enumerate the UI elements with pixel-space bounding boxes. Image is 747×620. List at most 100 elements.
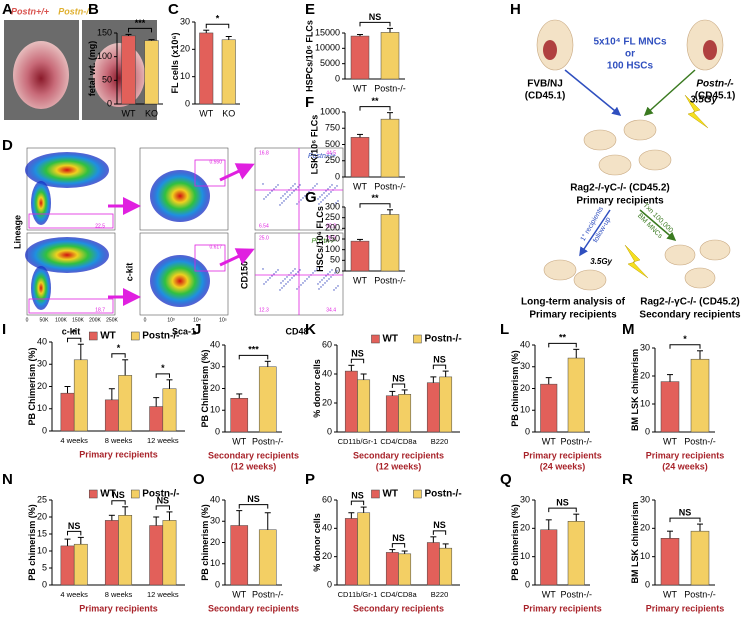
significance: * (72, 328, 76, 338)
x-tick-label: Postn-/- (374, 181, 406, 191)
event (275, 271, 277, 273)
genotype: Postn-/- (58, 6, 92, 16)
event (316, 268, 318, 270)
significance: NS (351, 490, 364, 500)
y-tick-label: 20 (640, 523, 650, 533)
event (317, 283, 319, 285)
x-tick-label: WT (232, 589, 246, 599)
y-tick-label: 0 (42, 579, 47, 589)
event (314, 185, 316, 187)
axis-label: c-kit (62, 326, 81, 336)
legend-swatch (371, 334, 380, 344)
recipient: Rag2-/-γC-/- (CD45.2) (570, 183, 669, 194)
significance: NS (112, 490, 125, 500)
y-tick-label: 15 (37, 528, 47, 538)
embryo (13, 41, 69, 109)
significance-bracket (432, 364, 447, 370)
event (324, 282, 326, 284)
event (335, 202, 337, 204)
x-tick-label: WT (353, 83, 367, 93)
event (336, 270, 338, 272)
event (312, 187, 314, 189)
bar (121, 35, 136, 105)
gate-value: 18.7 (95, 307, 105, 313)
y-tick-label: 0 (335, 73, 340, 83)
event (329, 271, 331, 273)
y-tick-label: 10 (640, 398, 650, 408)
x-tick-label: Postn-/- (252, 589, 284, 599)
gate-value: 32.2 (326, 223, 336, 229)
x-tick-label: CD11b/Gr-1 (338, 437, 378, 446)
significance: NS (157, 495, 170, 505)
significance: NS (433, 520, 446, 530)
significance: NS (68, 521, 81, 531)
y-tick-label: 0 (215, 426, 220, 436)
event (297, 271, 299, 273)
event (284, 278, 286, 280)
significance-bracket (391, 543, 406, 548)
panel-label: O (193, 471, 205, 488)
y-tick-label: 150 (325, 233, 340, 243)
significance-bracket (155, 505, 170, 510)
y-axis-label: HSCs/10⁶ FLCs (315, 206, 325, 272)
x-axis-label: Primary recipients (79, 449, 158, 459)
event (322, 284, 324, 286)
y-tick-label: 0 (215, 579, 220, 589)
bar (350, 240, 370, 272)
event (294, 183, 296, 185)
bar (118, 375, 133, 432)
bar (258, 529, 277, 586)
dose: 5x10⁴ FL MNCs (593, 37, 667, 48)
significance-bracket (669, 344, 701, 349)
gate-value: 0.550 (209, 159, 222, 165)
y-tick-label: 10 (520, 405, 530, 415)
x-tick-label: Postn-/- (684, 589, 716, 599)
significance-bracket (432, 530, 447, 535)
outcome: Rag2-/-γC-/- (CD45.2) (640, 297, 739, 308)
bar (439, 547, 453, 586)
event (291, 192, 293, 194)
event (263, 198, 265, 200)
legend-swatch (130, 331, 140, 341)
outcome: Long-term analysis of (521, 297, 626, 308)
y-tick-label: 40 (520, 339, 530, 349)
tick-label: 50K (40, 317, 50, 323)
event (295, 188, 297, 190)
event (316, 183, 318, 185)
y-axis-label: FL cells (x10⁶) (170, 32, 180, 93)
arrow (219, 163, 255, 182)
y-tick-label: 250 (325, 212, 340, 222)
bar (230, 525, 249, 586)
y-axis-label: PB Chimerism (%) (200, 349, 210, 427)
bar (690, 530, 710, 586)
genotype: Postn-/- (311, 238, 336, 245)
bar (344, 370, 358, 433)
event (337, 200, 339, 202)
legend-label: WT (382, 334, 398, 345)
y-tick-label: 60 (322, 339, 332, 349)
event (277, 269, 279, 271)
bar (540, 383, 558, 433)
bar (540, 529, 558, 586)
x-tick-label: 4 weeks (60, 590, 88, 599)
panel-label: J (193, 321, 201, 338)
event (334, 187, 336, 189)
y-tick-label: 10 (210, 558, 220, 568)
mouse (638, 149, 672, 171)
event (304, 195, 306, 197)
x-axis-label: Secondary recipients (353, 603, 444, 613)
event (302, 197, 304, 199)
tick-label: 250K (106, 317, 118, 323)
significance: * (161, 363, 165, 373)
tick-label: 200K (89, 317, 101, 323)
event (289, 194, 291, 196)
y-tick-label: 20 (210, 537, 220, 547)
irradiation: 3.5Gy (590, 257, 612, 266)
gate-value: 25.0 (259, 235, 269, 241)
y-tick-label: 300 (325, 201, 340, 211)
arrow (219, 248, 255, 267)
event (327, 273, 329, 275)
density (25, 237, 109, 273)
density (150, 255, 210, 307)
